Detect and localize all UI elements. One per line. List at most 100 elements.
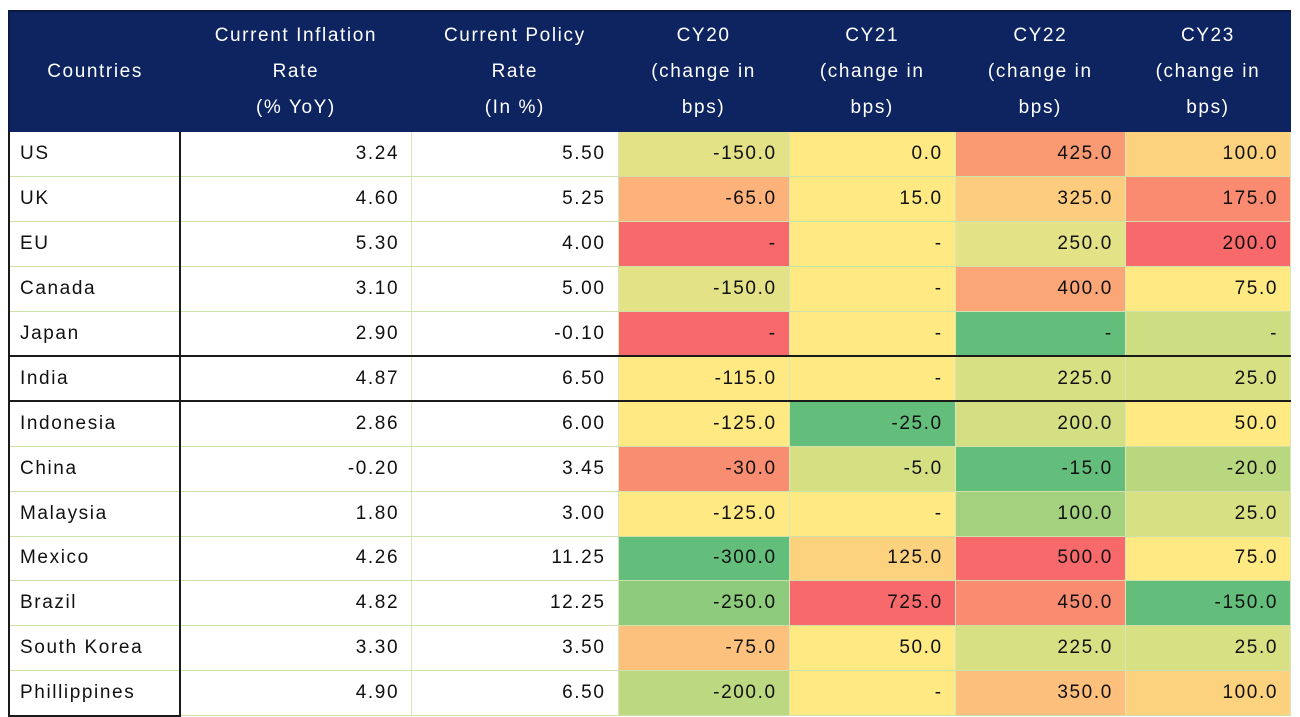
cy22-cell: 225.0 [954,625,1126,672]
header-cy23-line-2: (change in [1155,61,1261,82]
table-row: South Korea 3.30 3.50 -75.0 50.0 225.0 2… [7,625,1292,672]
header-cy22-line-2: (change in [987,61,1093,82]
header-cy21-line-2: (change in [819,61,925,82]
country-cell: Canada [7,266,182,313]
inflation-cell: 3.10 [179,266,412,313]
policy-rate-cell: -0.10 [411,311,619,357]
cy21-cell: -25.0 [788,400,956,447]
header-policy-line-1: Current Policy [443,25,586,46]
header-row: Countries Current Inflation Rate (% YoY)… [7,10,1291,132]
country-cell: US [7,132,182,178]
header-cy20-line-2: (change in [651,61,756,82]
header-inflation: Current Inflation Rate (% YoY) [180,10,412,132]
cy22-cell: 250.0 [954,221,1126,268]
cy20-cell: - [617,311,790,357]
cy22-cell: -15.0 [954,446,1126,492]
country-cell: India [7,355,182,402]
table-row: Indonesia 2.86 6.00 -125.0 -25.0 200.0 5… [7,400,1292,447]
cy22-cell: 325.0 [954,176,1126,223]
header-cy20-line-3: bps) [681,97,726,118]
policy-rate-cell: 6.50 [411,670,619,717]
cy22-cell: 225.0 [954,355,1126,402]
table-body: US 3.24 5.50 -150.0 0.0 425.0 100.0 UK 4… [7,132,1292,717]
table-row: India 4.87 6.50 -115.0 - 225.0 25.0 [7,355,1292,402]
cy21-cell: - [788,491,956,537]
country-cell: EU [7,221,182,268]
country-cell: UK [7,176,182,223]
header-cy22: CY22 (change in bps) [955,10,1126,132]
header-cy22-line-1: CY22 [1013,25,1068,46]
rate-table-sheet: Countries Current Inflation Rate (% YoY)… [7,10,1292,717]
inflation-cell: 2.90 [179,311,412,357]
header-cy23-line-1: CY23 [1180,25,1235,46]
cy20-cell: -125.0 [617,400,790,447]
cy23-cell: - [1124,311,1292,357]
inflation-cell: 4.26 [179,536,412,582]
header-cy22-line-3: bps) [1018,97,1062,118]
country-cell: Indonesia [7,400,182,447]
policy-rate-cell: 5.25 [411,176,619,223]
cy21-cell: -5.0 [788,446,956,492]
cy23-cell: 100.0 [1124,132,1292,178]
cy20-cell: -200.0 [617,670,790,717]
cy22-cell: - [954,311,1126,357]
header-inflation-line-2: Rate [272,61,320,82]
inflation-cell: 4.90 [179,670,412,717]
inflation-cell: 5.30 [179,221,412,268]
cy22-cell: 400.0 [954,266,1126,313]
cy20-cell: -125.0 [617,491,790,537]
cy23-cell: 75.0 [1124,266,1292,313]
cy23-cell: 25.0 [1124,625,1292,672]
country-cell: Brazil [7,580,182,627]
policy-rate-cell: 6.50 [411,355,619,402]
header-cy23-line-3: bps) [1186,97,1230,118]
cy22-cell: 100.0 [954,491,1126,537]
cy22-cell: 350.0 [954,670,1126,717]
cy23-cell: -150.0 [1124,580,1292,627]
inflation-cell: 3.24 [179,132,412,178]
policy-rate-table: Countries Current Inflation Rate (% YoY)… [7,10,1292,717]
policy-rate-cell: 5.00 [411,266,619,313]
cy20-cell: -250.0 [617,580,790,627]
cy21-cell: 50.0 [788,625,956,672]
header-cy20-line-1: CY20 [676,25,731,46]
table-row: EU 5.30 4.00 - - 250.0 200.0 [7,221,1292,268]
table-row: Brazil 4.82 12.25 -250.0 725.0 450.0 -15… [7,580,1292,627]
cy22-cell: 450.0 [954,580,1126,627]
cy20-cell: -300.0 [617,536,790,582]
cy21-cell: - [788,355,956,402]
cy23-cell: -20.0 [1124,446,1292,492]
table-row: UK 4.60 5.25 -65.0 15.0 325.0 175.0 [7,176,1292,223]
inflation-cell: 4.87 [179,355,412,402]
cy21-cell: 725.0 [788,580,956,627]
cy20-cell: -30.0 [617,446,790,492]
table-row: US 3.24 5.50 -150.0 0.0 425.0 100.0 [7,132,1292,178]
cy23-cell: 75.0 [1124,536,1292,582]
header-cy23: CY23 (change in bps) [1125,10,1291,132]
policy-rate-cell: 3.00 [411,491,619,537]
table-row: Mexico 4.26 11.25 -300.0 125.0 500.0 75.… [7,536,1292,582]
header-inflation-line-3: (% YoY) [255,97,336,118]
cy23-cell: 100.0 [1124,670,1292,717]
policy-rate-cell: 4.00 [411,221,619,268]
cy22-cell: 425.0 [954,132,1126,178]
header-cy20: CY20 (change in bps) [618,10,790,132]
table-row: Canada 3.10 5.00 -150.0 - 400.0 75.0 [7,266,1292,313]
table-row: Malaysia 1.80 3.00 -125.0 - 100.0 25.0 [7,491,1292,537]
cy23-cell: 25.0 [1124,491,1292,537]
table-row: Phillippines 4.90 6.50 -200.0 - 350.0 10… [7,670,1292,717]
inflation-cell: 4.60 [179,176,412,223]
header-cy21-line-3: bps) [850,97,894,118]
policy-rate-cell: 6.00 [411,400,619,447]
cy20-cell: -150.0 [617,266,790,313]
cy21-cell: - [788,266,956,313]
table-row: Japan 2.90 -0.10 - - - - [7,311,1292,357]
country-cell: Phillippines [7,670,182,717]
inflation-cell: -0.20 [179,446,412,492]
cy21-cell: - [788,221,956,268]
cy20-cell: -65.0 [617,176,790,223]
inflation-cell: 1.80 [179,491,412,537]
cy23-cell: 200.0 [1124,221,1292,268]
cy20-cell: -150.0 [617,132,790,178]
inflation-cell: 2.86 [179,400,412,447]
